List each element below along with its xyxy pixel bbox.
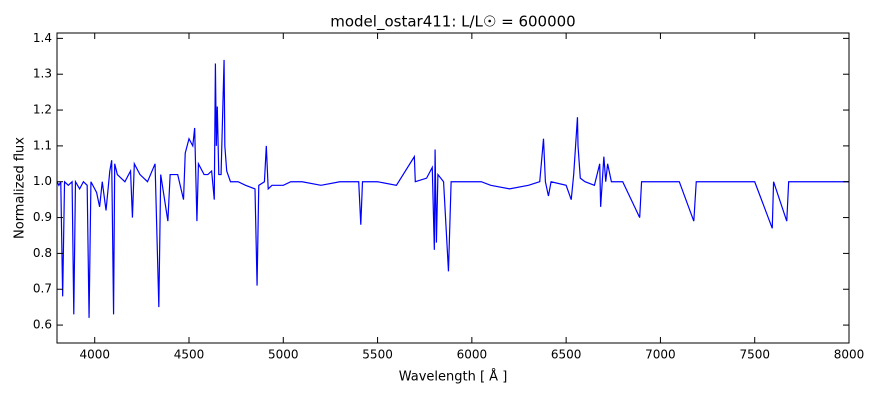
x-tick-label: 4000 [79, 348, 110, 362]
x-tick-label: 8000 [834, 348, 865, 362]
y-axis-label: Normalized flux [13, 137, 28, 239]
x-tick-label: 4500 [174, 348, 205, 362]
y-tick-label: 0.7 [33, 282, 52, 296]
spectrum-line [56, 59, 849, 318]
x-tick-label: 6500 [551, 348, 582, 362]
y-tick-label: 1.1 [33, 138, 52, 152]
y-tick-label: 1.0 [33, 174, 52, 188]
y-tick-label: 1.4 [33, 31, 52, 45]
x-tick-label: 5000 [268, 348, 299, 362]
x-tick-label: 7000 [645, 348, 676, 362]
plot-frame [56, 32, 850, 344]
x-axis-label: Wavelength [ Å ] [399, 369, 508, 385]
x-tick-label: 6000 [457, 348, 488, 362]
x-tick-label: 5500 [362, 348, 393, 362]
x-tick-label: 7500 [739, 348, 770, 362]
y-tick-label: 1.2 [33, 103, 52, 117]
y-tick-label: 0.9 [33, 210, 52, 224]
y-tick-label: 0.6 [33, 318, 52, 332]
y-tick-label: 1.3 [33, 67, 52, 81]
chart-title: model_ostar411: L/L☉ = 600000 [330, 13, 575, 32]
y-tick-label: 0.8 [33, 246, 52, 260]
